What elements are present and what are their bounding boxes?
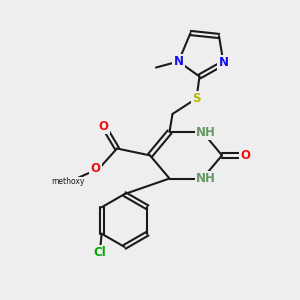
Text: Cl: Cl	[94, 246, 106, 260]
Text: methoxy: methoxy	[51, 177, 84, 186]
Text: NH: NH	[196, 172, 216, 185]
Text: O: O	[98, 119, 109, 133]
Text: O: O	[90, 162, 100, 175]
Text: O: O	[240, 149, 250, 162]
Text: S: S	[192, 92, 201, 105]
Text: NH: NH	[196, 125, 216, 139]
Text: N: N	[218, 56, 229, 70]
Text: N: N	[173, 55, 184, 68]
